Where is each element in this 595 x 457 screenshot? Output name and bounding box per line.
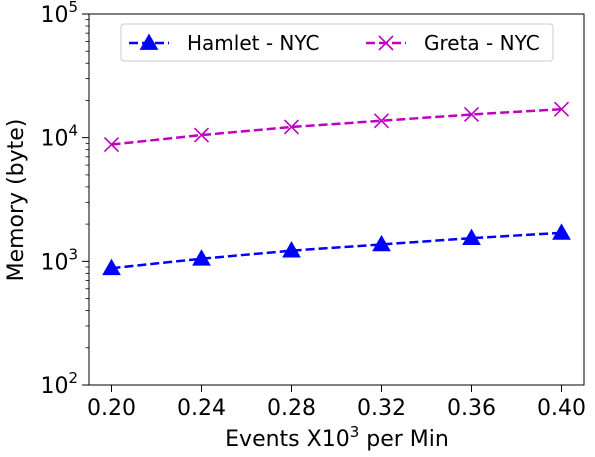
data-point [103,136,120,153]
legend-label: Hamlet - NYC [187,31,319,55]
series-layer [102,101,571,276]
plot-frame [88,13,585,386]
x-tick-label: 0.24 [177,396,226,421]
data-point [552,223,571,240]
x-tick-label: 0.32 [357,396,406,421]
data-point [372,234,391,252]
legend: Hamlet - NYC Greta - NYC [120,23,554,62]
legend-box [120,23,554,62]
data-point [282,241,301,258]
x-axis-label: Events X103 per Min [225,423,449,452]
data-point [462,228,481,246]
legend-marker [378,35,394,51]
x-tick-label: 0.28 [267,396,316,421]
x-tick-label: 0.40 [537,396,586,421]
data-point [193,127,210,143]
series-line-0 [111,231,562,270]
data-point [283,119,300,135]
y-tick-label: 103 [40,245,78,275]
y-major-ticks: 102 103 104 105 [40,0,89,399]
x-tick-label: 0.20 [87,396,136,421]
data-point [373,113,390,129]
y-minor-ticks [85,19,89,349]
x-axis-ticks: 0.20 0.24 0.28 0.32 0.36 0.40 [87,385,586,421]
y-tick-label: 104 [40,122,78,152]
data-point [102,258,121,276]
series-line-1 [111,107,562,146]
data-point [192,249,211,266]
y-tick-label: 102 [40,369,78,399]
y-axis-label: Memory (byte) [4,119,29,282]
data-point [463,106,480,123]
legend-marker [139,33,159,50]
x-tick-label: 0.36 [447,396,496,421]
y-tick-label: 105 [40,0,78,28]
data-point [553,101,570,117]
legend-label: Greta - NYC [424,31,540,55]
